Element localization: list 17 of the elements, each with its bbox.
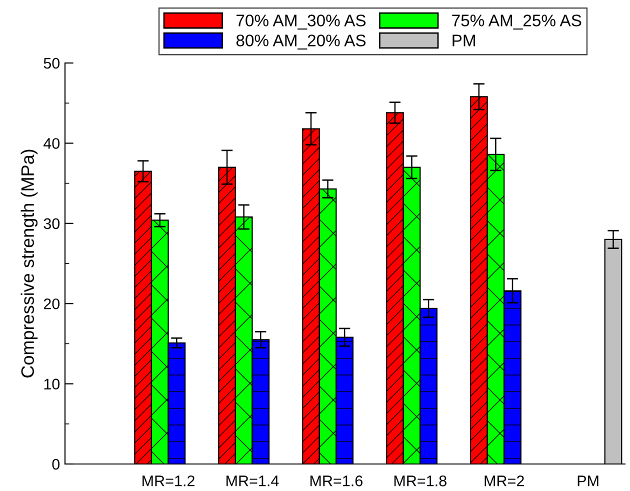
x-tick-label: MR=1.2 — [142, 476, 194, 486]
y-tick-label: 50 — [44, 58, 60, 69]
y-tick-label: 20 — [44, 298, 60, 310]
y-tick-label: 30 — [44, 218, 60, 230]
x-tick-label: MR=1.6 — [310, 476, 362, 486]
x-tick-label: MR=2 — [484, 476, 524, 486]
legend-label: PM — [452, 34, 475, 46]
y-tick-label: 0 — [52, 458, 60, 470]
y-tick-label: 10 — [44, 378, 60, 390]
x-tick-label: MR=1.4 — [226, 476, 279, 486]
x-tick-label: MR=1.8 — [394, 476, 446, 486]
legend-label: 70% AM_30% AS — [236, 14, 366, 30]
x-tick-label: PM — [578, 476, 598, 486]
legend-label: 75% AM_25% AS — [452, 14, 582, 30]
y-axis-title: Compressive strength (MPa) — [20, 150, 38, 378]
legend-label: 80% AM_20% AS — [236, 34, 366, 50]
y-tick-label: 40 — [44, 138, 60, 149]
